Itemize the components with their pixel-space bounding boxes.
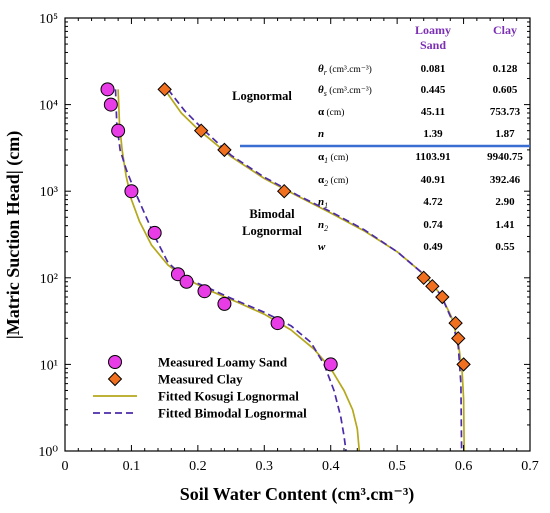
y-tick-label: 10³ — [40, 185, 58, 200]
y-tick-label: 10⁴ — [39, 99, 58, 114]
clay-point — [425, 278, 440, 294]
table-group-label: Lognormal — [232, 89, 292, 103]
y-tick-label: 10² — [40, 272, 58, 287]
x-tick-label: 0.2 — [189, 459, 207, 474]
table-param-label: w — [318, 241, 326, 253]
clay-point — [157, 82, 172, 97]
legend-label: Fitted Kosugi Lognormal — [158, 389, 299, 404]
table-param-label: n — [318, 128, 324, 140]
loamy-sand-point — [111, 123, 126, 138]
legend-label: Measured Loamy Sand — [158, 355, 288, 370]
axes: 0 0.1 0.2 0.3 0.4 0.5 0.6 0.7 10⁰ 10¹ 10² 10³ 10⁴ 10⁵ — [38, 12, 538, 474]
y-tick-label: 10⁰ — [38, 445, 58, 460]
clay-point — [448, 315, 463, 331]
y-axis-label: |Matric Suction Head| (cm) — [3, 131, 24, 339]
x-tick-label: 0 — [62, 459, 69, 474]
x-tick-label: 0.5 — [388, 459, 406, 474]
x-axis-label: Soil Water Content (cm³.cm⁻³) — [180, 484, 415, 505]
data-points — [100, 82, 471, 372]
table-value-clay: 0.605 — [493, 84, 518, 96]
legend-marker — [108, 355, 122, 369]
table-value-loamy-sand: 1.39 — [423, 128, 443, 140]
table-value-clay: 9940.75 — [487, 151, 523, 163]
table-value-loamy-sand: 0.74 — [423, 219, 443, 231]
x-tick-label: 0.1 — [123, 459, 141, 474]
loamy-sand-point — [100, 82, 115, 97]
table-param-label: n2 — [318, 219, 328, 233]
loamy-sand-point — [217, 296, 232, 311]
table-value-loamy-sand: 0.445 — [421, 84, 446, 96]
table-param-label: α1 (cm) — [318, 151, 348, 165]
table-header-loamy-sand: Sand — [420, 38, 446, 52]
table-param-label: α2 (cm) — [318, 174, 348, 188]
table-group-label: Bimodal — [249, 207, 295, 221]
table-value-clay: 2.90 — [495, 196, 515, 208]
table-group-label: Lognormal — [242, 224, 302, 238]
x-tick-label: 0.7 — [521, 459, 539, 474]
clay-point — [451, 331, 466, 346]
clay-point — [193, 123, 209, 138]
loamy-sand-point — [124, 184, 139, 199]
x-tick-label: 0.4 — [322, 459, 340, 474]
legend: Measured Loamy Sand Measured Clay Fitted K… — [93, 355, 307, 421]
loamy-sand-point — [197, 284, 212, 299]
legend-marker — [107, 371, 123, 387]
x-tick-label: 0.6 — [455, 459, 473, 474]
y-tick-label: 10¹ — [40, 358, 58, 373]
table-header-loamy-sand: Loamy — [415, 23, 451, 37]
loamy-sand-point — [270, 316, 285, 331]
loamy-sand-point — [323, 357, 338, 372]
x-tick-label: 0.3 — [256, 459, 274, 474]
table-value-clay: 0.55 — [495, 241, 515, 253]
table-value-loamy-sand: 0.081 — [421, 63, 446, 75]
table-value-clay: 392.46 — [490, 174, 521, 186]
loamy-sand-point — [103, 97, 118, 112]
clay-point — [217, 142, 232, 158]
loamy-sand-point — [147, 225, 162, 240]
clay-point — [416, 270, 431, 286]
table-value-loamy-sand: 1103.91 — [415, 151, 450, 163]
table-param-label: θs (cm³.cm⁻³) — [318, 84, 372, 98]
y-tick-label: 10⁵ — [39, 12, 58, 27]
plot-frame — [64, 17, 531, 452]
table-value-clay: 1.87 — [495, 128, 515, 140]
table-param-label: θr (cm³.cm⁻³) — [318, 63, 372, 77]
legend-label: Fitted Bimodal Lognormal — [158, 406, 307, 421]
table-value-clay: 0.128 — [493, 63, 518, 75]
table-param-label: n1 — [318, 196, 328, 210]
table-param-label: α (cm) — [318, 106, 344, 118]
legend-label: Measured Clay — [158, 372, 243, 387]
clay-point — [456, 357, 471, 372]
table-header-clay: Clay — [493, 23, 517, 37]
clay-point — [277, 183, 292, 199]
clay-point — [435, 289, 450, 305]
table-value-loamy-sand: 4.72 — [423, 196, 443, 208]
table-value-loamy-sand: 40.91 — [421, 174, 446, 186]
bimodal-fit-curve — [114, 89, 347, 452]
table-value-clay: 753.73 — [490, 106, 521, 118]
loamy-sand-point — [179, 274, 194, 289]
table-value-clay: 1.41 — [495, 219, 514, 231]
table-value-loamy-sand: 0.49 — [423, 241, 443, 253]
table-value-loamy-sand: 45.11 — [421, 106, 445, 118]
